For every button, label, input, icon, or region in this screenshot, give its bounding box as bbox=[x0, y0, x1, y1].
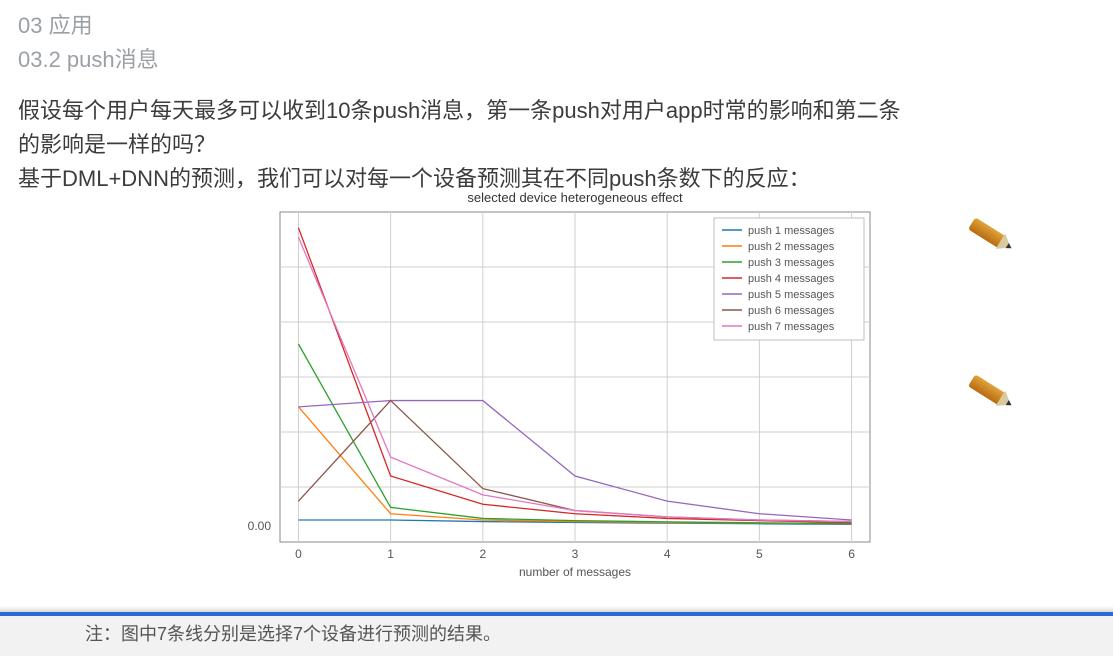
svg-text:push 1 messages: push 1 messages bbox=[748, 225, 835, 237]
svg-text:2: 2 bbox=[479, 547, 486, 561]
headings-block: 03 应用 03.2 push消息 bbox=[0, 0, 1113, 74]
svg-text:push 5 messages: push 5 messages bbox=[748, 289, 835, 301]
svg-text:number of messages: number of messages bbox=[519, 565, 631, 579]
footer-note: 注：图中7条线分别是选择7个设备进行预测的结果。 bbox=[85, 620, 501, 646]
heading-section: 03 应用 bbox=[18, 8, 1113, 40]
body-paragraph: 假设每个用户每天最多可以收到10条push消息，第一条push对用户app时常的… bbox=[0, 74, 1113, 196]
ytick-label: 0.00 bbox=[248, 519, 271, 533]
heading-subsection: 03.2 push消息 bbox=[18, 42, 1113, 74]
svg-text:3: 3 bbox=[572, 547, 579, 561]
chart-container: selected device heterogeneous effect 0 1 2 3… bbox=[225, 190, 885, 580]
pencil-icon bbox=[966, 371, 1018, 415]
svg-text:push 7 messages: push 7 messages bbox=[748, 321, 835, 333]
svg-text:push 3 messages: push 3 messages bbox=[748, 257, 835, 269]
svg-text:0: 0 bbox=[295, 547, 302, 561]
svg-text:push 2 messages: push 2 messages bbox=[748, 241, 835, 253]
svg-text:push 6 messages: push 6 messages bbox=[748, 305, 835, 317]
pencil-icon bbox=[966, 214, 1018, 258]
paragraph-line-1: 假设每个用户每天最多可以收到10条push消息，第一条push对用户app时常的… bbox=[18, 94, 1113, 128]
svg-text:push 4 messages: push 4 messages bbox=[748, 273, 835, 285]
svg-text:5: 5 bbox=[756, 547, 763, 561]
svg-text:6: 6 bbox=[848, 547, 855, 561]
line-chart: selected device heterogeneous effect 0 1 2 3… bbox=[225, 190, 885, 580]
svg-text:1: 1 bbox=[387, 547, 394, 561]
svg-text:selected device heterogeneous: selected device heterogeneous effect bbox=[467, 190, 683, 205]
svg-text:4: 4 bbox=[664, 547, 671, 561]
paragraph-line-2: 的影响是一样的吗？ bbox=[18, 128, 1113, 162]
